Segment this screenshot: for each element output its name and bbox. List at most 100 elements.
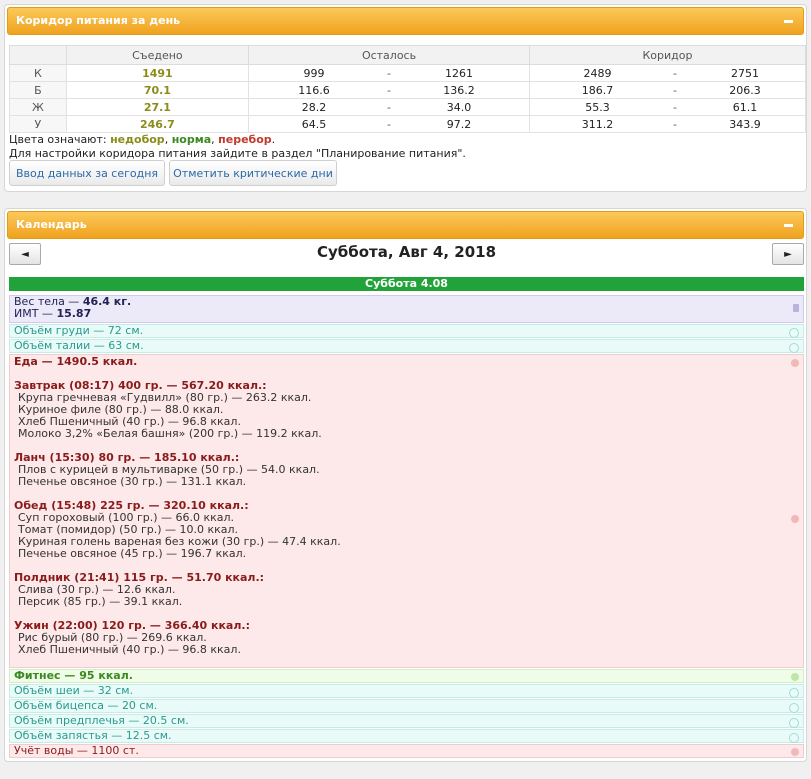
list-item: Суп гороховый (100 гр.) — 66.0 ккал. xyxy=(18,511,235,524)
enter-today-button[interactable]: Ввод данных за сегодня xyxy=(9,160,165,186)
biceps-text: Объём бицепса — 20 см. xyxy=(14,699,158,712)
list-item: Печенье овсяное (30 гр.) — 131.1 ккал. xyxy=(18,475,247,488)
corr-max: 2751 xyxy=(731,66,759,80)
left-min: 116.6 xyxy=(298,83,330,97)
measure-icon xyxy=(789,328,799,338)
measure-icon xyxy=(789,718,799,728)
meal-title: Полдник (21:41) 115 гр. — 51.70 ккал.: xyxy=(14,571,265,584)
dash: - xyxy=(673,117,677,131)
list-item: Плов с курицей в мультиварке (50 гр.) — … xyxy=(18,463,320,476)
water-entry[interactable]: Учёт воды — 1100 ст. xyxy=(9,744,804,758)
col-left: Осталось xyxy=(248,45,530,65)
trash-icon[interactable] xyxy=(793,304,799,312)
col-corridor: Коридор xyxy=(529,45,806,65)
calendar-title: Календарь xyxy=(16,218,87,231)
dash: - xyxy=(387,117,392,131)
eaten-value: 70.1 xyxy=(65,81,250,99)
list-item: Хлеб Пшеничный (40 гр.) — 96.8 ккал. xyxy=(18,643,241,656)
dash: - xyxy=(387,66,392,80)
corridor-table: Съедено Осталось Коридор К 1491 999 - 1261… xyxy=(9,45,806,133)
left-max: 136.2 xyxy=(443,83,475,97)
water-text: Учёт воды — 1100 ст. xyxy=(14,744,139,757)
fitness-icon xyxy=(791,673,799,681)
dash: - xyxy=(673,83,677,97)
row-label: Ж xyxy=(9,98,67,116)
waist-entry[interactable]: Объём талии — 63 см. xyxy=(9,339,804,353)
meal-title: Завтрак (08:17) 400 гр. — 567.20 ккал.: xyxy=(14,379,267,392)
legend-prefix: Цвета означают: xyxy=(9,133,107,146)
measure-icon xyxy=(789,343,799,353)
corridor-note: Для настройки коридора питания зайдите в… xyxy=(9,147,466,160)
legend-over: перебор xyxy=(218,133,272,146)
corr-min: 55.3 xyxy=(585,100,610,114)
meal-title: Ланч (15:30) 80 гр. — 185.10 ккал.: xyxy=(14,451,240,464)
corr-max: 206.3 xyxy=(729,83,761,97)
left-min: 999 xyxy=(303,66,325,80)
row-label: У xyxy=(9,115,67,133)
food-icon xyxy=(791,359,799,367)
neck-entry[interactable]: Объём шеи — 32 см. xyxy=(9,684,804,698)
forearm-entry[interactable]: Объём предплечья — 20.5 см. xyxy=(9,714,804,728)
left-min: 28.2 xyxy=(301,100,327,114)
chest-text: Объём груди — 72 см. xyxy=(14,324,144,337)
list-item: Крупа гречневая «Гудвилл» (80 гр.) — 263… xyxy=(18,391,312,404)
prev-day-button[interactable]: ◄ xyxy=(9,243,41,265)
calendar-header[interactable]: Календарь xyxy=(7,211,804,239)
chest-entry[interactable]: Объём груди — 72 см. xyxy=(9,324,804,338)
current-date: Суббота, Авг 4, 2018 xyxy=(316,243,497,261)
corridor-panel: Коридор питания за день Съедено Осталось… xyxy=(4,4,807,192)
collapse-icon[interactable] xyxy=(781,212,795,238)
date-navigation: ◄ Суббота, Авг 4, 2018 ► xyxy=(9,237,804,275)
meal-title: Обед (15:48) 225 гр. — 320.10 ккал.: xyxy=(14,499,249,512)
food-icon xyxy=(791,515,799,523)
measure-icon xyxy=(789,733,799,743)
dash: - xyxy=(387,83,392,97)
body-weight-label: Вес тела — xyxy=(14,295,83,308)
day-header[interactable]: Суббота 4.08 xyxy=(9,277,804,291)
list-item: Персик (85 гр.) — 39.1 ккал. xyxy=(18,595,183,608)
corner-cell xyxy=(9,45,67,65)
left-max: 97.2 xyxy=(446,117,472,131)
left-min: 64.5 xyxy=(301,117,327,131)
water-icon xyxy=(791,748,799,756)
list-item: Томат (помидор) (50 гр.) — 10.0 ккал. xyxy=(18,523,239,536)
wrist-entry[interactable]: Объём запястья — 12.5 см. xyxy=(9,729,804,743)
legend-norm: норма xyxy=(171,133,212,146)
row-label: К xyxy=(9,64,67,82)
legend-suffix: . xyxy=(271,133,276,146)
dash: - xyxy=(387,100,392,114)
list-item: Слива (30 гр.) — 12.6 ккал. xyxy=(18,583,176,596)
eaten-value: 27.1 xyxy=(65,98,250,116)
corridor-title: Коридор питания за день xyxy=(16,14,181,27)
corr-max: 61.1 xyxy=(732,100,758,114)
collapse-icon[interactable] xyxy=(781,8,795,34)
fitness-text: Фитнес — 95 ккал. xyxy=(14,669,133,682)
row-label: Б xyxy=(9,81,67,99)
next-day-button[interactable]: ► xyxy=(772,243,804,265)
list-item: Рис бурый (80 гр.) — 269.6 ккал. xyxy=(18,631,207,644)
fitness-entry[interactable]: Фитнес — 95 ккал. xyxy=(9,669,804,683)
forearm-text: Объём предплечья — 20.5 см. xyxy=(14,714,189,727)
measure-icon xyxy=(789,703,799,713)
calendar-panel: Календарь ◄ Суббота, Авг 4, 2018 ► Суббо… xyxy=(4,208,807,762)
eaten-value: 1491 xyxy=(65,64,250,82)
table-row: Ж 27.1 28.2 - 34.0 55.3 - 61.1 xyxy=(9,98,806,116)
dash: - xyxy=(673,100,677,114)
legend-under: недобор xyxy=(110,133,165,146)
table-row: Б 70.1 116.6 - 136.2 186.7 - 206.3 xyxy=(9,81,806,99)
dash: - xyxy=(673,66,677,80)
corr-min: 186.7 xyxy=(581,83,614,97)
col-eaten: Съедено xyxy=(65,45,250,65)
biceps-entry[interactable]: Объём бицепса — 20 см. xyxy=(9,699,804,713)
neck-text: Объём шеи — 32 см. xyxy=(14,684,134,697)
body-weight-value: 46.4 кг. xyxy=(82,295,132,308)
bmi-label: ИМТ — xyxy=(14,307,57,320)
body-weight-entry[interactable]: Вес тела — 46.4 кг. ИМТ — 15.87 xyxy=(9,295,804,323)
food-entry[interactable]: Еда — 1490.5 ккал. Завтрак (08:17) 400 г… xyxy=(9,354,804,668)
corridor-header[interactable]: Коридор питания за день xyxy=(7,7,804,35)
table-row: У 246.7 64.5 - 97.2 311.2 - 343.9 xyxy=(9,115,806,133)
waist-text: Объём талии — 63 см. xyxy=(14,339,144,352)
corr-min: 2489 xyxy=(583,66,612,80)
mark-critical-days-button[interactable]: Отметить критические дни xyxy=(169,160,337,186)
left-max: 34.0 xyxy=(446,100,472,114)
